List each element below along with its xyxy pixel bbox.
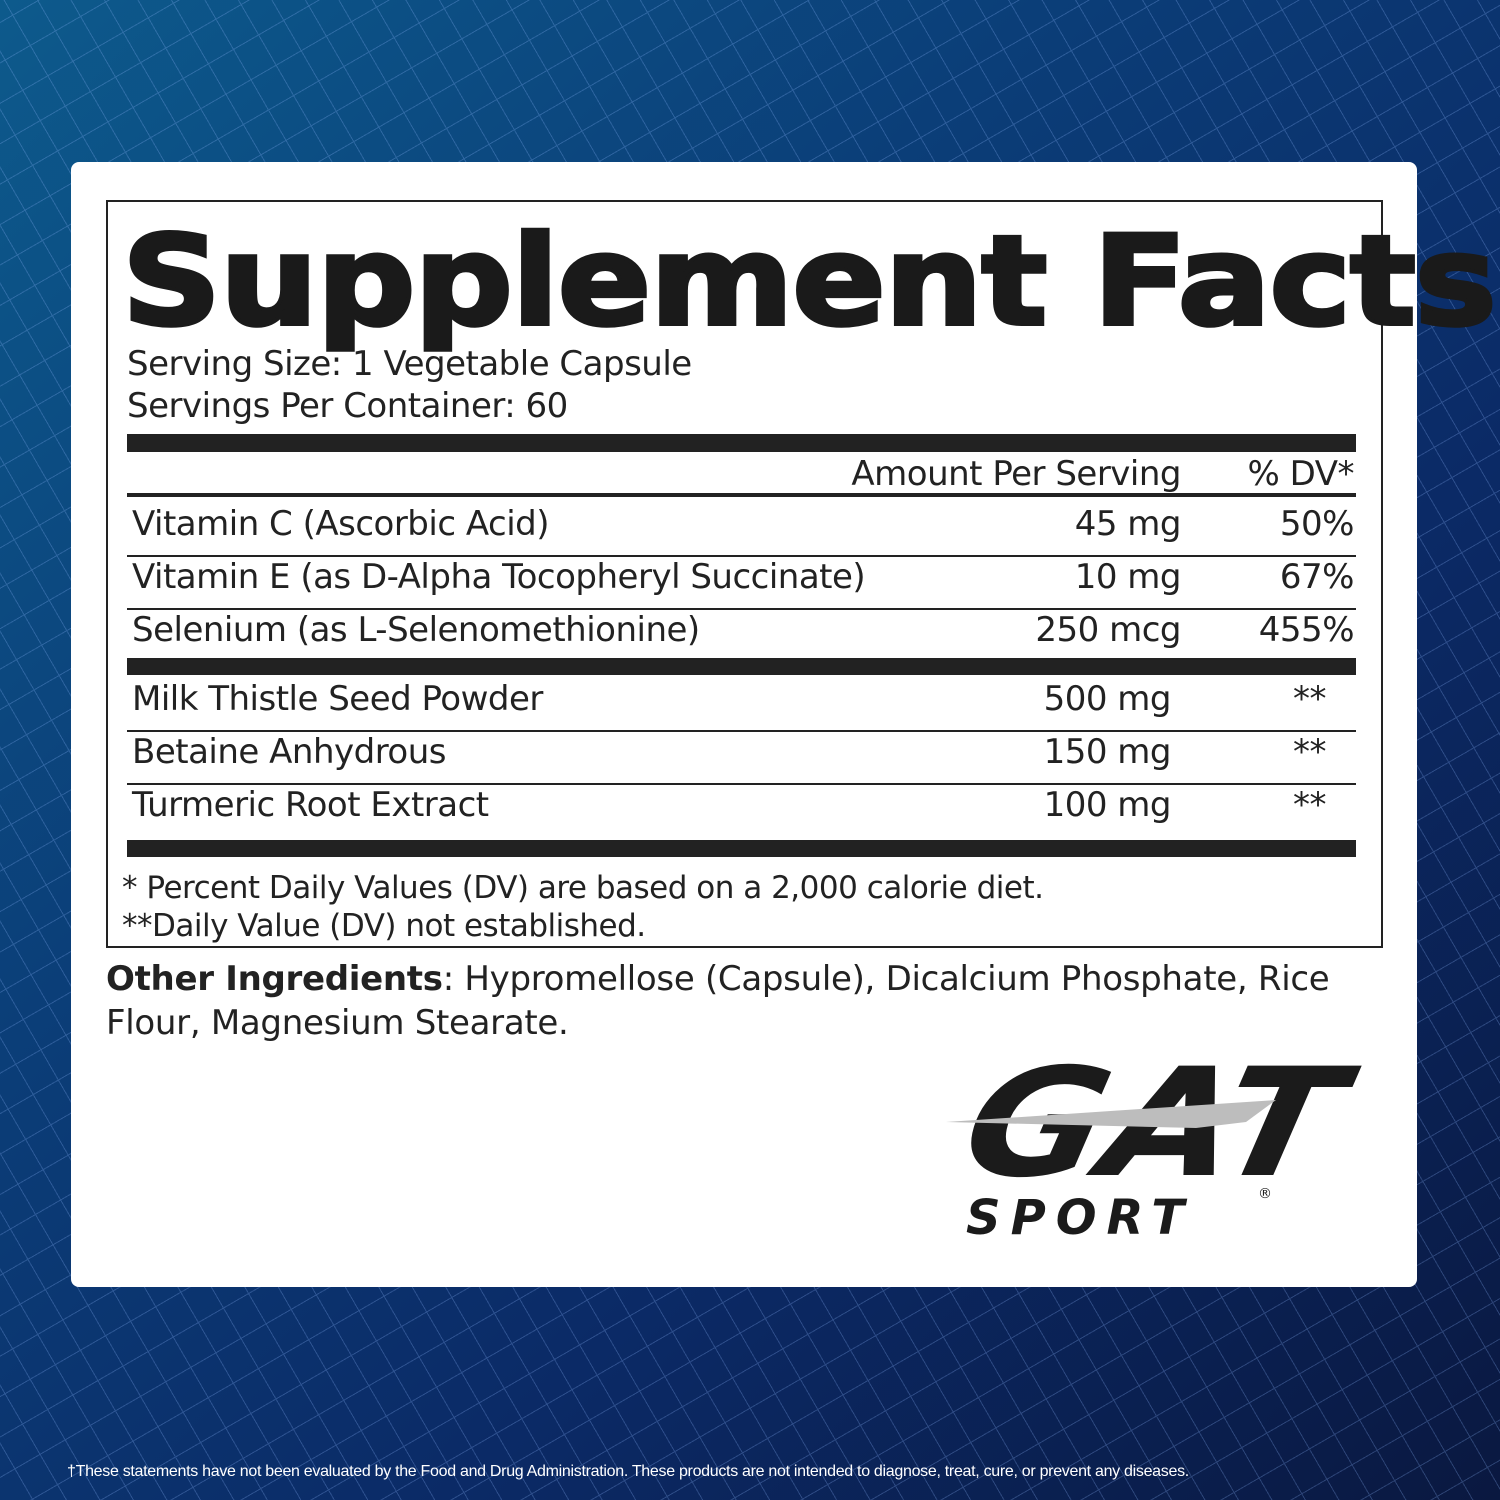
nutrient-amount: 10 mg [1074,557,1182,597]
divider [127,493,1356,497]
supplement-card: Supplement Facts Serving Size: 1 Vegetab… [71,162,1499,1287]
footnote-dv: * Percent Daily Values (DV) are based on… [122,870,1044,906]
nutrient-row: Turmeric Root Extract 100 mg ** [127,785,1356,835]
divider [127,434,1356,452]
nutrient-amount: 250 mcg [1035,610,1181,650]
other-ingredients: Other Ingredients: Hypromellose (Capsule… [106,959,1330,1043]
nutrient-row: Betaine Anhydrous 150 mg ** [127,732,1356,782]
nutrient-amount: 45 mg [1074,504,1182,544]
nutrient-name: Selenium (as L-Selenomethionine) [132,610,700,650]
nutrient-name: Vitamin E (as D-Alpha Tocopheryl Succina… [132,557,866,597]
fda-disclaimer: †These statements have not been evaluate… [67,1463,1189,1480]
nutrient-dv: ** [1293,785,1327,825]
registered-mark: ® [1258,1186,1272,1202]
nutrient-dv: ** [1293,679,1327,719]
nutrient-dv: 455% [1258,610,1355,650]
logo-swoosh [946,1100,1276,1128]
panel-title: Supplement Facts [120,208,1499,356]
divider [127,658,1356,675]
nutrient-amount: 150 mg [1043,732,1172,772]
nutrient-dv: 67% [1279,557,1355,597]
logo-sub: SPORT [966,1190,1194,1240]
serving-size: Serving Size: 1 Vegetable Capsule [127,344,692,384]
row-divider [127,555,1356,557]
nutrient-row: Selenium (as L-Selenomethionine) 250 mcg 4… [127,610,1356,660]
table-header: Amount Per Serving % DV* [851,454,1354,494]
footnote-not-established: **Daily Value (DV) not established. [122,908,646,944]
nutrient-dv: 50% [1279,504,1355,544]
supplement-facts-panel: Supplement Facts Serving Size: 1 Vegetab… [106,200,1499,948]
nutrient-name: Milk Thistle Seed Powder [132,679,543,719]
row-divider [127,608,1356,610]
nutrient-name: Turmeric Root Extract [132,785,489,825]
nutrient-row: Vitamin E (as D-Alpha Tocopheryl Succina… [127,557,1356,607]
servings-per-container: Servings Per Container: 60 [127,386,568,426]
row-divider [127,730,1356,732]
nutrient-name: Betaine Anhydrous [132,732,447,772]
nutrient-row: Vitamin C (Ascorbic Acid) 45 mg 50% [127,504,1356,554]
nutrient-amount: 500 mg [1043,679,1172,719]
row-divider [127,783,1356,785]
nutrient-name: Vitamin C (Ascorbic Acid) [132,504,549,544]
nutrient-dv: ** [1293,732,1327,772]
nutrient-amount: 100 mg [1043,785,1172,825]
gat-sport-logo: GAT SPORT ® [946,1040,1366,1240]
nutrient-row: Milk Thistle Seed Powder 500 mg ** [127,679,1356,729]
divider [127,840,1356,857]
